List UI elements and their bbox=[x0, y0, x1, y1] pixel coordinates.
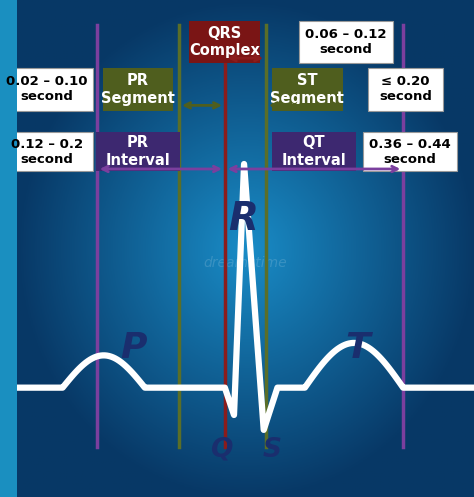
FancyBboxPatch shape bbox=[102, 69, 173, 111]
FancyBboxPatch shape bbox=[272, 132, 356, 171]
FancyBboxPatch shape bbox=[299, 21, 393, 63]
FancyBboxPatch shape bbox=[96, 132, 180, 171]
Text: R: R bbox=[228, 200, 258, 238]
FancyBboxPatch shape bbox=[190, 21, 260, 63]
Text: PR
Segment: PR Segment bbox=[101, 73, 175, 106]
FancyBboxPatch shape bbox=[363, 132, 457, 171]
FancyBboxPatch shape bbox=[272, 69, 343, 111]
Text: 0.36 – 0.44
second: 0.36 – 0.44 second bbox=[369, 138, 451, 166]
Text: QRS
Complex: QRS Complex bbox=[190, 26, 260, 59]
Text: ≤ 0.20
second: ≤ 0.20 second bbox=[379, 76, 432, 103]
Text: P: P bbox=[120, 331, 146, 365]
FancyBboxPatch shape bbox=[0, 132, 93, 171]
Text: dreamstime: dreamstime bbox=[204, 256, 287, 270]
FancyBboxPatch shape bbox=[368, 69, 443, 111]
FancyBboxPatch shape bbox=[0, 69, 93, 111]
Text: PR
Interval: PR Interval bbox=[106, 135, 170, 168]
Text: 0.06 – 0.12
second: 0.06 – 0.12 second bbox=[305, 28, 387, 56]
Text: ST
Segment: ST Segment bbox=[270, 73, 344, 106]
Text: Q: Q bbox=[210, 437, 232, 463]
Text: T: T bbox=[345, 331, 370, 365]
Text: QT
Interval: QT Interval bbox=[282, 135, 346, 168]
Text: 0.02 – 0.10
second: 0.02 – 0.10 second bbox=[6, 76, 87, 103]
Text: 0.12 – 0.2
second: 0.12 – 0.2 second bbox=[10, 138, 82, 166]
Text: S: S bbox=[263, 437, 282, 463]
